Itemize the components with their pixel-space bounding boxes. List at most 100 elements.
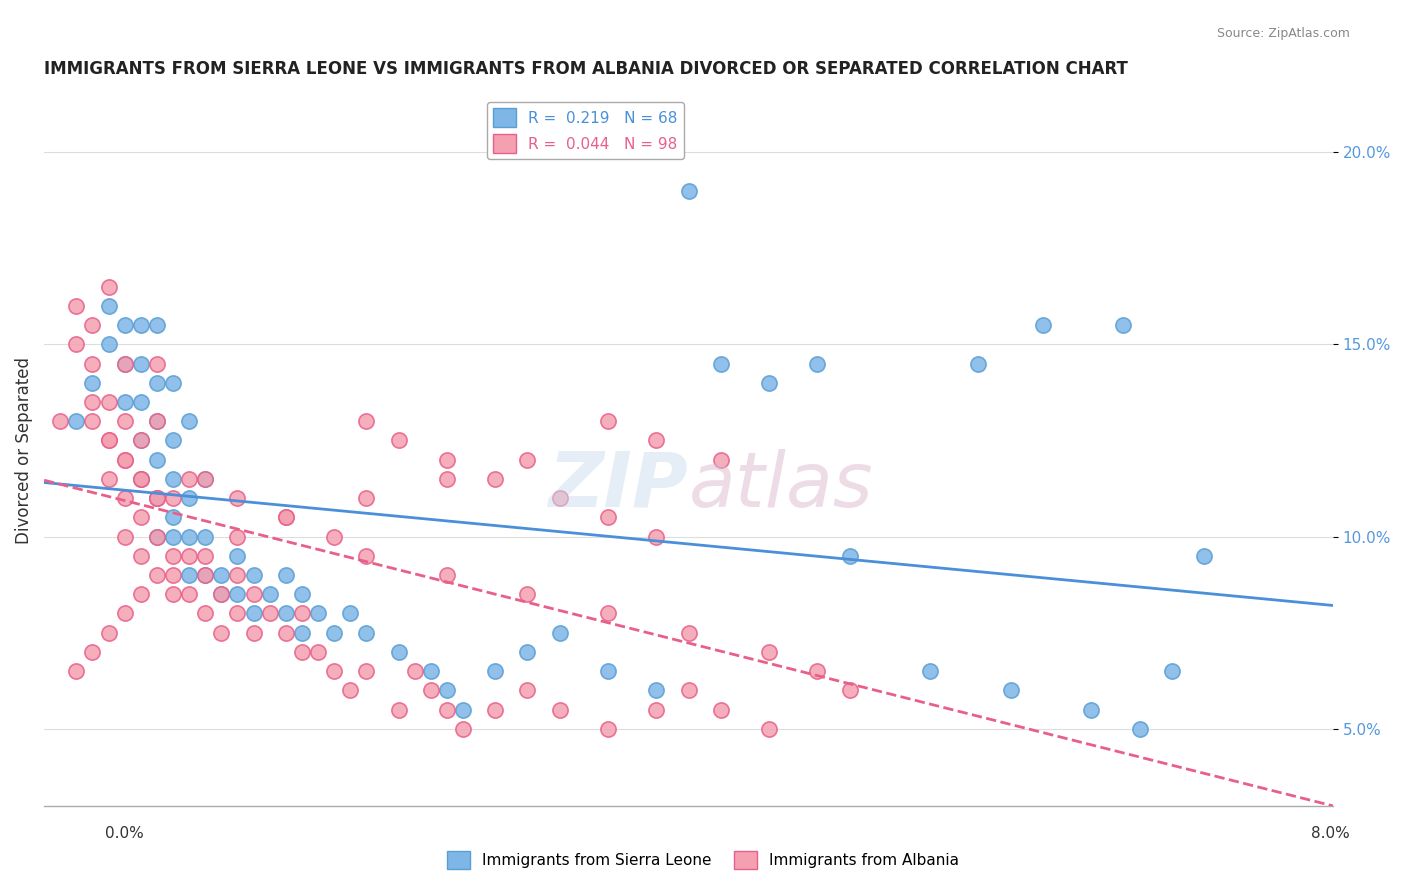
Point [356, 664, 378, 678]
Point [194, 568, 217, 582]
Point [516, 452, 538, 467]
Point [484, 664, 506, 678]
Point [516, 587, 538, 601]
Point [129, 434, 152, 448]
Point [710, 357, 733, 371]
Point [162, 376, 184, 390]
Point [242, 607, 264, 621]
Point [194, 529, 217, 543]
Point [645, 529, 668, 543]
Point [129, 510, 152, 524]
Point [226, 587, 249, 601]
Point [436, 472, 458, 486]
Point [129, 434, 152, 448]
Point [97, 434, 120, 448]
Point [209, 587, 232, 601]
Point [97, 299, 120, 313]
Point [387, 645, 409, 659]
Point [356, 491, 378, 505]
Point [806, 664, 828, 678]
Point [129, 318, 152, 332]
Point [114, 529, 136, 543]
Point [274, 625, 297, 640]
Point [436, 702, 458, 716]
Point [451, 702, 474, 716]
Point [194, 607, 217, 621]
Point [436, 568, 458, 582]
Point [259, 607, 281, 621]
Text: IMMIGRANTS FROM SIERRA LEONE VS IMMIGRANTS FROM ALBANIA DIVORCED OR SEPARATED CO: IMMIGRANTS FROM SIERRA LEONE VS IMMIGRAN… [44, 60, 1128, 78]
Point [920, 664, 942, 678]
Point [129, 472, 152, 486]
Point [291, 587, 314, 601]
Point [162, 491, 184, 505]
Point [146, 529, 169, 543]
Point [82, 357, 104, 371]
Point [436, 452, 458, 467]
Text: 0.0%: 0.0% [105, 827, 145, 841]
Point [129, 587, 152, 601]
Point [209, 568, 232, 582]
Point [49, 414, 72, 428]
Point [97, 279, 120, 293]
Point [162, 510, 184, 524]
Point [356, 549, 378, 563]
Point [1032, 318, 1054, 332]
Point [387, 434, 409, 448]
Point [97, 434, 120, 448]
Point [419, 683, 441, 698]
Point [274, 568, 297, 582]
Point [307, 645, 329, 659]
Point [114, 491, 136, 505]
Point [710, 452, 733, 467]
Point [129, 395, 152, 409]
Point [323, 529, 346, 543]
Point [129, 549, 152, 563]
Point [516, 645, 538, 659]
Point [177, 587, 200, 601]
Point [82, 414, 104, 428]
Point [97, 337, 120, 351]
Point [1080, 702, 1102, 716]
Point [146, 568, 169, 582]
Point [548, 702, 571, 716]
Point [838, 549, 860, 563]
Text: 8.0%: 8.0% [1310, 827, 1350, 841]
Point [419, 664, 441, 678]
Point [1129, 722, 1152, 736]
Point [97, 625, 120, 640]
Point [146, 414, 169, 428]
Point [82, 318, 104, 332]
Point [177, 491, 200, 505]
Point [758, 645, 780, 659]
Point [114, 357, 136, 371]
Point [226, 491, 249, 505]
Point [274, 510, 297, 524]
Point [806, 357, 828, 371]
Point [194, 472, 217, 486]
Y-axis label: Divorced or Separated: Divorced or Separated [15, 357, 32, 543]
Point [1192, 549, 1215, 563]
Point [967, 357, 990, 371]
Point [596, 722, 619, 736]
Point [209, 625, 232, 640]
Text: ZIP: ZIP [548, 449, 689, 523]
Point [484, 472, 506, 486]
Point [596, 607, 619, 621]
Point [758, 722, 780, 736]
Point [226, 529, 249, 543]
Point [114, 318, 136, 332]
Legend: Immigrants from Sierra Leone, Immigrants from Albania: Immigrants from Sierra Leone, Immigrants… [440, 845, 966, 875]
Point [1112, 318, 1135, 332]
Point [82, 376, 104, 390]
Point [226, 549, 249, 563]
Point [146, 491, 169, 505]
Point [242, 568, 264, 582]
Point [645, 434, 668, 448]
Point [146, 491, 169, 505]
Point [146, 357, 169, 371]
Point [242, 587, 264, 601]
Point [226, 568, 249, 582]
Point [596, 664, 619, 678]
Point [65, 299, 87, 313]
